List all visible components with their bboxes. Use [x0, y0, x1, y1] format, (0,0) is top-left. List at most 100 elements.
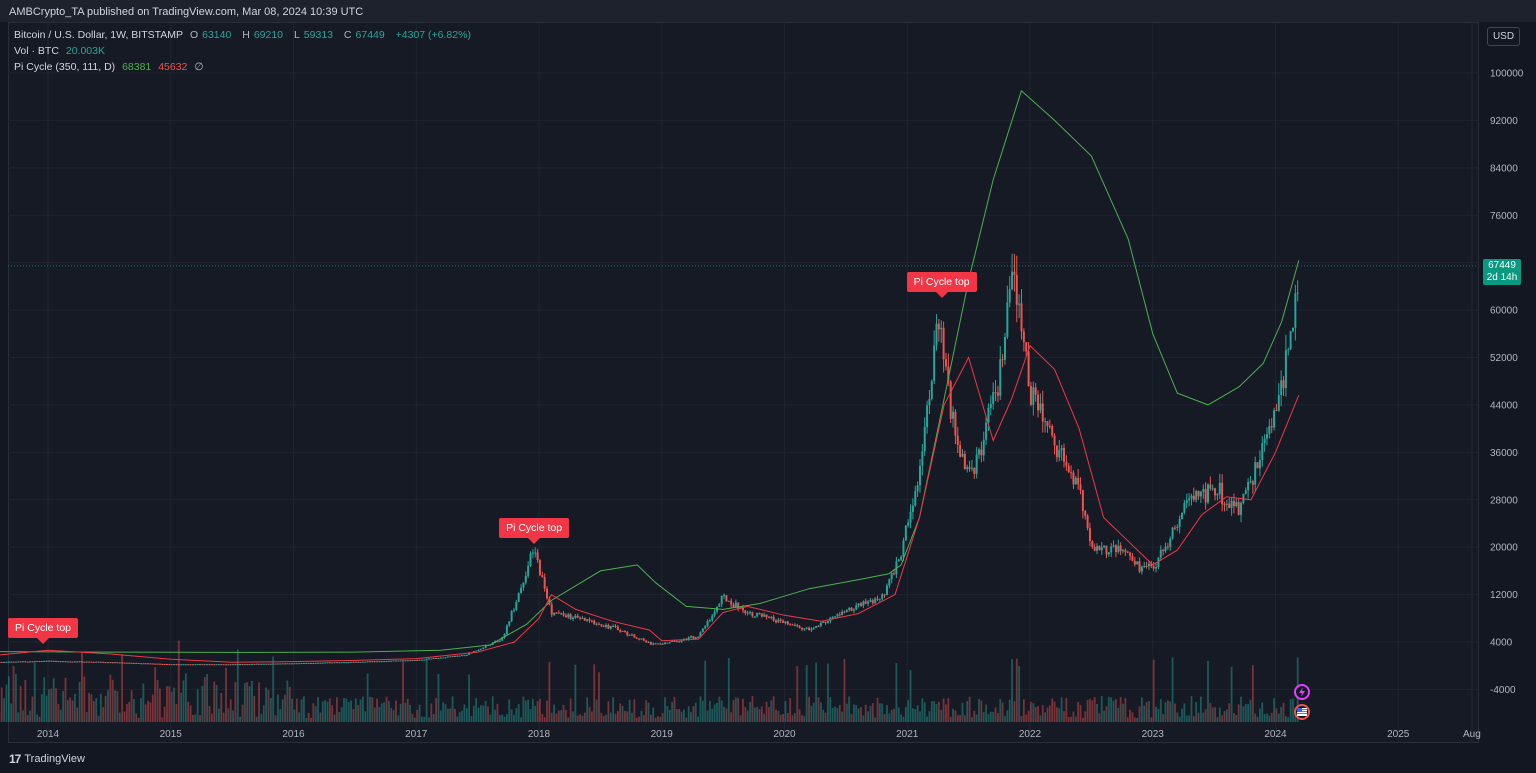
candle-body [340, 662, 343, 664]
volume-bar [1195, 702, 1198, 722]
candle-body [678, 641, 681, 643]
volume-bar [1270, 712, 1273, 722]
pi-cycle-legend-row[interactable]: Pi Cycle (350, 111, D) 68381 45632 ∅ [14, 59, 475, 75]
volume-bar [57, 703, 60, 722]
volume-bar [777, 710, 780, 722]
volume-bar [1157, 708, 1160, 722]
volume-bar [557, 710, 560, 722]
volume-bar [1200, 696, 1202, 722]
symbol-legend-row[interactable]: Bitcoin / U.S. Dollar, 1W, BITSTAMP O 631… [14, 27, 475, 43]
volume-bar [480, 705, 482, 722]
volume-bar [513, 714, 515, 722]
volume-bar [487, 706, 489, 722]
volume-bar [491, 696, 494, 722]
candle-body [255, 663, 258, 665]
candle-body [734, 602, 737, 608]
us-flag-icon[interactable] [1294, 704, 1310, 720]
candle-body [777, 619, 780, 623]
volume-bar [956, 715, 959, 722]
volume-bar [1103, 710, 1106, 722]
candle-body [675, 641, 678, 643]
volume-bar [133, 699, 135, 722]
candle-body [66, 661, 69, 663]
volume-bar [338, 711, 341, 722]
volume-bar [243, 683, 246, 722]
volume-bar [675, 708, 678, 722]
volume-bar [319, 712, 322, 722]
volume-bar [458, 712, 461, 722]
chart-panel[interactable] [8, 22, 1479, 743]
volume-bar [609, 712, 612, 722]
volume-bar [723, 706, 725, 722]
candle-body [985, 422, 988, 440]
lightning-icon[interactable] [1294, 684, 1310, 700]
volume-bar [1214, 707, 1216, 722]
candle-body [800, 627, 803, 630]
volume-bar [1159, 699, 1162, 722]
candle-body [857, 603, 860, 606]
volume-bar [135, 713, 138, 722]
candle-body [357, 661, 360, 663]
volume-bar [1190, 696, 1193, 722]
candle-body [59, 661, 62, 663]
candle-body [893, 573, 896, 575]
candle-body [446, 656, 449, 658]
y-tick-label: 44000 [1490, 400, 1518, 411]
candle-body [824, 621, 827, 623]
volume-bar [310, 717, 312, 722]
volume-bar [916, 705, 919, 722]
volume-bar [1070, 716, 1072, 722]
volume-bar [343, 697, 345, 722]
volume-bar [744, 706, 747, 722]
volume-bar [1282, 702, 1285, 722]
tradingview-logo[interactable]: 17 TradingView [9, 752, 85, 766]
candle-body [1289, 331, 1292, 350]
candle-body [935, 323, 938, 346]
volume-bar [548, 661, 551, 722]
candle-body [305, 662, 308, 664]
volume-bar [1079, 704, 1082, 722]
volume-bar [97, 715, 100, 722]
candle-body [659, 643, 662, 645]
volume-bar [711, 708, 714, 722]
volume-bar [697, 716, 700, 722]
candle-body [394, 660, 397, 662]
volume-label: Vol · BTC [14, 45, 59, 57]
volume-bar [461, 710, 463, 722]
currency-button[interactable]: USD [1487, 27, 1520, 46]
volume-bar [385, 696, 388, 722]
candle-body [878, 598, 881, 600]
volume-bar [1022, 699, 1025, 722]
candle-body [562, 613, 565, 616]
volume-bar [215, 685, 218, 722]
volume-bar [1060, 697, 1063, 722]
volume-bar [1063, 711, 1065, 722]
volume-bar [392, 710, 395, 722]
volume-bar [14, 673, 17, 722]
candle-body [1178, 518, 1181, 527]
candle-body [744, 610, 747, 614]
volume-bar [753, 707, 756, 722]
volume-bar [262, 705, 265, 722]
candle-body [243, 664, 246, 666]
volume-bar [926, 716, 928, 722]
candle-body [147, 663, 150, 665]
x-tick-label: 2025 [1387, 729, 1410, 740]
candle-body [583, 617, 586, 621]
candle-body [1051, 426, 1054, 436]
candle-body [52, 660, 55, 662]
volume-bar [1174, 703, 1176, 722]
candle-body [1275, 410, 1278, 412]
candle-body [432, 657, 435, 659]
volume-bar [104, 695, 107, 722]
volume-bar [48, 689, 50, 722]
candle-body [1185, 500, 1188, 504]
volume-bar [154, 667, 157, 722]
candle-body [756, 613, 759, 617]
symbol-title: Bitcoin / U.S. Dollar, 1W, BITSTAMP [14, 29, 184, 41]
volume-legend-row[interactable]: Vol · BTC 20.003K [14, 43, 475, 59]
candle-body [1256, 462, 1259, 469]
volume-bar [831, 707, 834, 722]
candle-body [531, 552, 534, 554]
